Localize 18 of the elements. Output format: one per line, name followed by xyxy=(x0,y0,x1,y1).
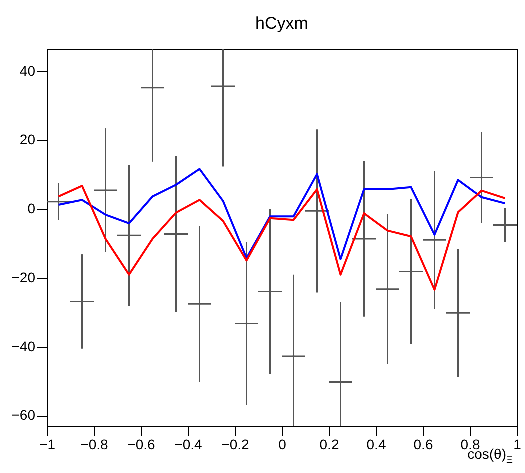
x-tick-label: −0.6 xyxy=(128,436,156,452)
y-tick-label: 0 xyxy=(28,200,36,217)
x-tick-label: 0.8 xyxy=(460,436,480,452)
x-tick-label: 0.6 xyxy=(414,436,434,452)
y-tick-label: −20 xyxy=(12,269,36,286)
x-tick-label: −0.2 xyxy=(222,436,250,452)
x-tick-label: 0.4 xyxy=(366,436,386,452)
x-tick-label: 1 xyxy=(514,436,522,452)
y-tick-label: 40 xyxy=(20,62,36,79)
y-tick-label: −60 xyxy=(12,407,36,424)
x-tick-label: −0.8 xyxy=(80,436,109,452)
y-tick-label: 20 xyxy=(20,132,36,148)
x-tick-label: −0.4 xyxy=(174,436,203,452)
y-tick-label: −40 xyxy=(12,338,36,354)
x-tick-label: 0 xyxy=(278,436,287,452)
x-tick-label: 0.2 xyxy=(320,436,340,452)
x-tick-label: −1 xyxy=(40,436,56,452)
chart-title: hCyxm xyxy=(256,14,308,33)
